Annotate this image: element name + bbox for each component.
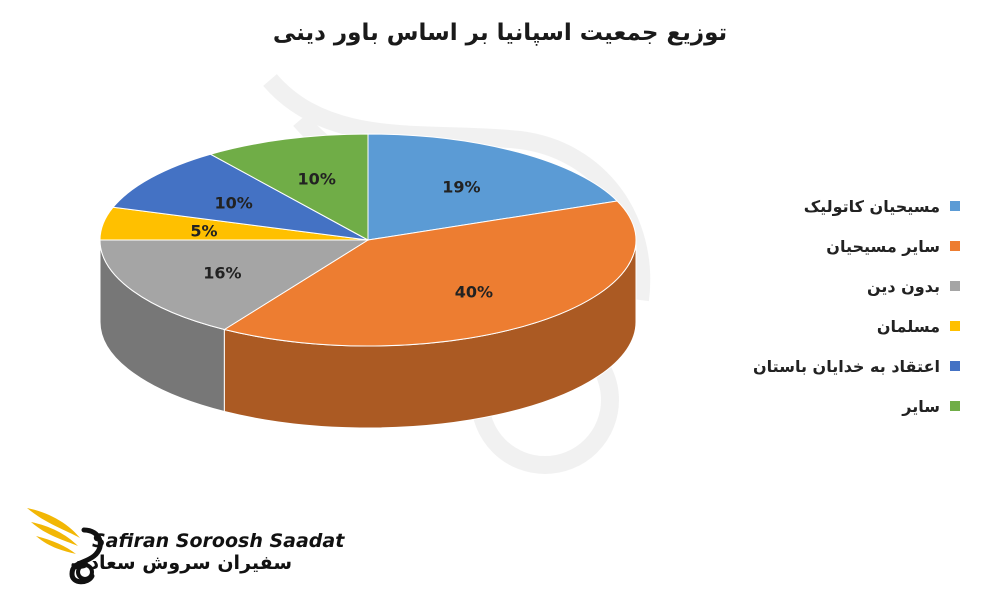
legend-label: مسیحیان کاتولیک — [803, 196, 940, 216]
legend-item-5: اعتقاد به خدایان باستان — [640, 346, 960, 386]
slice-5-top — [112, 153, 369, 241]
slice-3-data-label: 16% — [203, 264, 241, 283]
legend: مسیحیان کاتولیک سایر مسیحیان بدون دین مسلما… — [640, 186, 960, 426]
legend-item-6: سایر — [640, 386, 960, 426]
slice-3-top — [99, 239, 370, 331]
legend-swatch — [950, 401, 960, 411]
chart-title: توزیع جمعیت اسپانیا بر اساس باور دینی — [272, 20, 728, 46]
legend-item-2: سایر مسیحیان — [640, 226, 960, 266]
slice-1-top — [367, 133, 619, 241]
slice-2-data-label: 40% — [455, 283, 493, 302]
slice-6-top — [209, 133, 369, 241]
legend-item-1: مسیحیان کاتولیک — [640, 186, 960, 226]
legend-item-3: بدون دین — [640, 266, 960, 306]
legend-swatch — [950, 241, 960, 251]
slice-5-data-label: 10% — [214, 193, 252, 212]
logo-name-fa: سفیران سروش سعادت — [70, 552, 292, 574]
legend-label: مسلمان — [876, 316, 940, 336]
legend-swatch — [950, 361, 960, 371]
legend-item-4: مسلمان — [640, 306, 960, 346]
logo: Safiran Soroosh Saadat سفیران سروش سعادت — [22, 500, 344, 590]
legend-swatch — [950, 321, 960, 331]
slice-1-data-label: 19% — [442, 178, 480, 197]
legend-label: بدون دین — [866, 276, 940, 296]
logo-name-en: Safiran Soroosh Saadat — [92, 530, 345, 552]
slice-6-data-label: 10% — [298, 170, 336, 189]
legend-swatch — [950, 281, 960, 291]
slice-4-data-label: 5% — [190, 222, 217, 241]
legend-label: اعتقاد به خدایان باستان — [753, 356, 940, 376]
logo-wings-icon — [27, 508, 103, 585]
legend-label: سایر مسیحیان — [826, 236, 940, 256]
slice-2-top — [223, 200, 637, 347]
legend-swatch — [950, 201, 960, 211]
legend-label: سایر — [902, 396, 940, 416]
